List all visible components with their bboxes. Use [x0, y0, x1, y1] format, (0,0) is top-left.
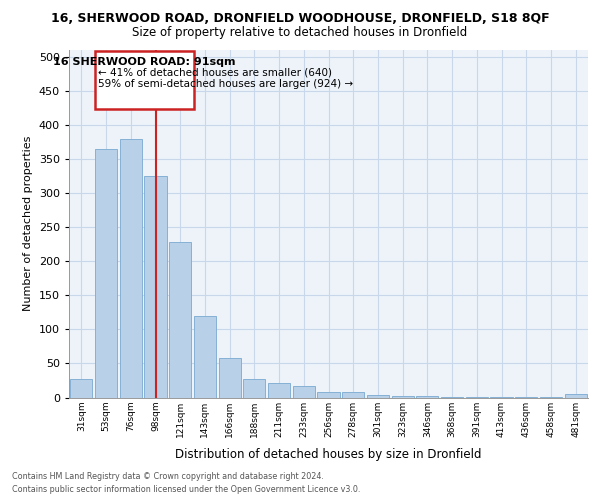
Bar: [540, 397, 562, 398]
Text: Contains public sector information licensed under the Open Government Licence v3: Contains public sector information licen…: [12, 485, 361, 494]
Bar: [243, 379, 265, 398]
Bar: [119, 138, 142, 398]
Y-axis label: Number of detached properties: Number of detached properties: [23, 136, 33, 312]
Text: Size of property relative to detached houses in Dronfield: Size of property relative to detached ho…: [133, 26, 467, 39]
Bar: [392, 396, 414, 398]
Bar: [490, 397, 512, 398]
Bar: [367, 395, 389, 398]
Bar: [515, 397, 538, 398]
Bar: [293, 386, 315, 398]
Bar: [95, 149, 117, 398]
Bar: [342, 392, 364, 398]
Bar: [194, 316, 216, 398]
Bar: [169, 242, 191, 398]
Bar: [565, 394, 587, 398]
Text: Contains HM Land Registry data © Crown copyright and database right 2024.: Contains HM Land Registry data © Crown c…: [12, 472, 324, 481]
Text: ← 41% of detached houses are smaller (640): ← 41% of detached houses are smaller (64…: [98, 68, 332, 78]
Bar: [441, 397, 463, 398]
X-axis label: Distribution of detached houses by size in Dronfield: Distribution of detached houses by size …: [175, 448, 482, 461]
Text: 59% of semi-detached houses are larger (924) →: 59% of semi-detached houses are larger (…: [98, 80, 353, 90]
Bar: [218, 358, 241, 398]
Bar: [145, 176, 167, 398]
Bar: [70, 379, 92, 398]
Text: 16 SHERWOOD ROAD: 91sqm: 16 SHERWOOD ROAD: 91sqm: [53, 57, 236, 67]
Bar: [416, 396, 439, 398]
Bar: [317, 392, 340, 398]
Bar: [95, 52, 194, 110]
Bar: [466, 397, 488, 398]
Bar: [268, 382, 290, 398]
Text: 16, SHERWOOD ROAD, DRONFIELD WOODHOUSE, DRONFIELD, S18 8QF: 16, SHERWOOD ROAD, DRONFIELD WOODHOUSE, …: [50, 12, 550, 26]
